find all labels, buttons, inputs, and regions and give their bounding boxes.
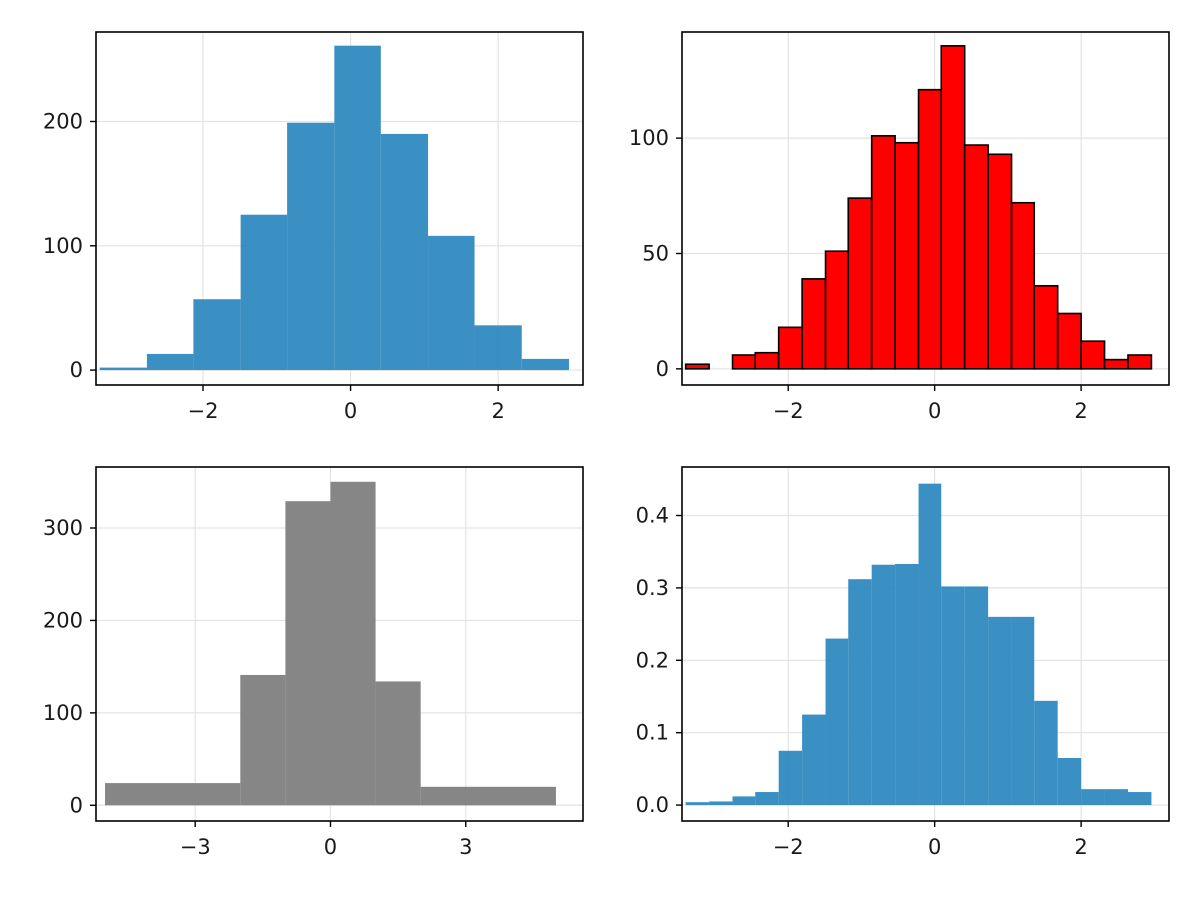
histogram-bar (801, 278, 827, 370)
histogram-bar (1033, 284, 1059, 370)
histogram-bar (870, 135, 896, 370)
histogram-bar (848, 579, 872, 806)
histogram-bar (375, 681, 421, 806)
histogram-bar (847, 197, 873, 370)
y-tick-label: 0.0 (636, 793, 669, 817)
histogram-bar (987, 153, 1013, 370)
y-tick-label: 200 (43, 608, 83, 632)
histogram-bar (1057, 758, 1082, 806)
y-tick-label: 0.3 (636, 576, 669, 600)
y-tick-label: 0.1 (636, 721, 669, 745)
histogram-bar (1056, 312, 1082, 370)
histogram-bar (917, 88, 943, 370)
x-tick-label: 0 (928, 399, 941, 423)
histogram-bar (240, 214, 288, 371)
histogram-bar (334, 45, 381, 371)
histogram-bar (521, 358, 569, 371)
x-tick-label: −2 (773, 835, 804, 859)
y-tick-label: 100 (629, 126, 669, 150)
histogram-bar (330, 481, 376, 806)
histogram-bar (1081, 789, 1105, 806)
histogram-bar (754, 351, 780, 370)
x-tick-label: 2 (491, 399, 504, 423)
y-tick-label: 300 (43, 516, 83, 540)
histogram-bar (802, 714, 826, 806)
y-tick-label: 0 (656, 357, 669, 381)
histogram-bar (146, 353, 194, 371)
x-tick-label: −2 (188, 399, 219, 423)
histogram-bottom-right: −2 0 2 0.0 0.1 0.2 0.3 0.4 (636, 466, 1170, 859)
axes-frame (95, 466, 584, 822)
histogram-bar (240, 674, 286, 806)
histogram-bar (895, 564, 919, 806)
histogram-bar (1010, 201, 1036, 370)
histogram-bar (285, 501, 331, 806)
x-tick-label: 3 (459, 835, 472, 859)
histogram-bar (380, 133, 429, 371)
histogram-bar (940, 45, 966, 370)
histogram-bar (685, 802, 710, 806)
histogram-bar (871, 564, 896, 806)
y-tick-label: 100 (43, 234, 83, 258)
y-tick-label: 0.2 (636, 648, 669, 672)
histogram-bar (1127, 354, 1153, 370)
histogram-bar (732, 796, 756, 806)
histogram-top-left: −2 0 2 0 100 200 (43, 31, 584, 423)
histogram-bar (918, 483, 942, 806)
x-tick-label: 2 (1074, 399, 1087, 423)
histogram-bar (420, 786, 556, 806)
y-tick-label: 200 (43, 109, 83, 133)
x-tick-label: 0 (344, 399, 357, 423)
histogram-bar (1011, 616, 1035, 806)
histogram-bar (684, 363, 710, 370)
y-tick-label: 100 (43, 701, 83, 725)
axes-frame (681, 31, 1170, 386)
histogram-bar (709, 801, 733, 806)
histogram-bar (825, 638, 849, 806)
y-tick-label: 0 (70, 358, 83, 382)
histogram-bar (777, 326, 803, 370)
x-tick-label: 0 (928, 835, 941, 859)
y-tick-label: 50 (642, 241, 669, 265)
histogram-bar (964, 586, 989, 806)
histogram-bar (941, 586, 965, 806)
x-tick-label: −3 (180, 835, 211, 859)
histogram-bar (428, 235, 475, 371)
histogram-bottom-left: −3 0 3 0 100 200 300 (43, 466, 584, 859)
histogram-bar (731, 354, 757, 370)
x-tick-label: 2 (1074, 835, 1087, 859)
histogram-bar (193, 299, 241, 371)
histogram-bar (99, 367, 147, 371)
x-tick-label: 0 (324, 835, 337, 859)
histogram-bar (287, 122, 335, 371)
histogram-bar (1103, 358, 1129, 370)
y-tick-label: 0.4 (636, 504, 669, 528)
histogram-bar (824, 250, 850, 370)
histogram-bar (894, 141, 920, 370)
histogram-bar (1127, 792, 1152, 806)
histogram-bar (474, 325, 522, 371)
histogram-bar (755, 792, 779, 806)
histogram-top-right: −2 0 2 0 50 100 (629, 31, 1170, 423)
histogram-bar (963, 144, 989, 370)
histogram-bar (778, 750, 803, 806)
axes-frame (681, 466, 1170, 822)
y-tick-label: 0 (70, 793, 83, 817)
axes-frame (95, 31, 584, 386)
histogram-bar (105, 783, 241, 806)
histogram-bar (1080, 340, 1106, 370)
histogram-bar (1034, 700, 1058, 806)
x-tick-label: −2 (773, 399, 804, 423)
histogram-bar (1104, 789, 1128, 806)
histogram-bar (988, 616, 1012, 806)
